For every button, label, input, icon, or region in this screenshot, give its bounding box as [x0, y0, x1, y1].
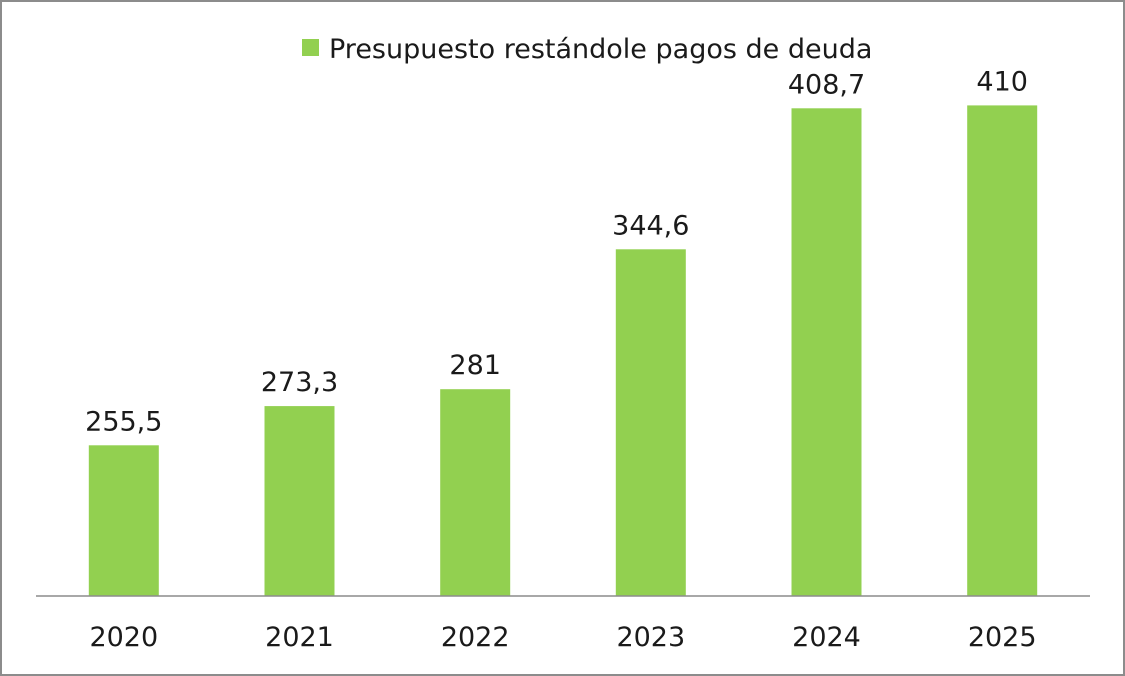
bar-2020: [88, 445, 159, 596]
data-label-2021: 273,3: [261, 367, 338, 398]
bar-2025: [967, 105, 1038, 597]
bar-2023: [615, 249, 686, 597]
bar-2022: [440, 389, 511, 596]
x-tick-label-2022: 2022: [441, 622, 510, 653]
legend-label: Presupuesto restándole pagos de deuda: [329, 34, 872, 65]
chart-legend: Presupuesto restándole pagos de deuda: [302, 34, 872, 65]
x-tick-label-2020: 2020: [89, 622, 158, 653]
legend-swatch: [302, 39, 319, 56]
x-tick-label-2021: 2021: [265, 622, 334, 653]
data-label-2025: 410: [976, 66, 1028, 97]
bars-group: [88, 105, 1038, 597]
data-labels-group: 255,5 273,3 281 344,6 408,7 410: [85, 66, 1028, 437]
x-tick-label-2023: 2023: [616, 622, 685, 653]
data-label-2020: 255,5: [85, 406, 162, 437]
bar-2024: [791, 108, 862, 597]
data-label-2023: 344,6: [612, 210, 689, 241]
bar-2021: [264, 406, 335, 596]
x-tick-label-2025: 2025: [968, 622, 1037, 653]
data-label-2022: 281: [449, 350, 501, 381]
x-tick-labels-group: 2020 2021 2022 2023 2024 2025: [89, 622, 1036, 653]
data-label-2024: 408,7: [788, 69, 865, 100]
x-tick-label-2024: 2024: [792, 622, 861, 653]
